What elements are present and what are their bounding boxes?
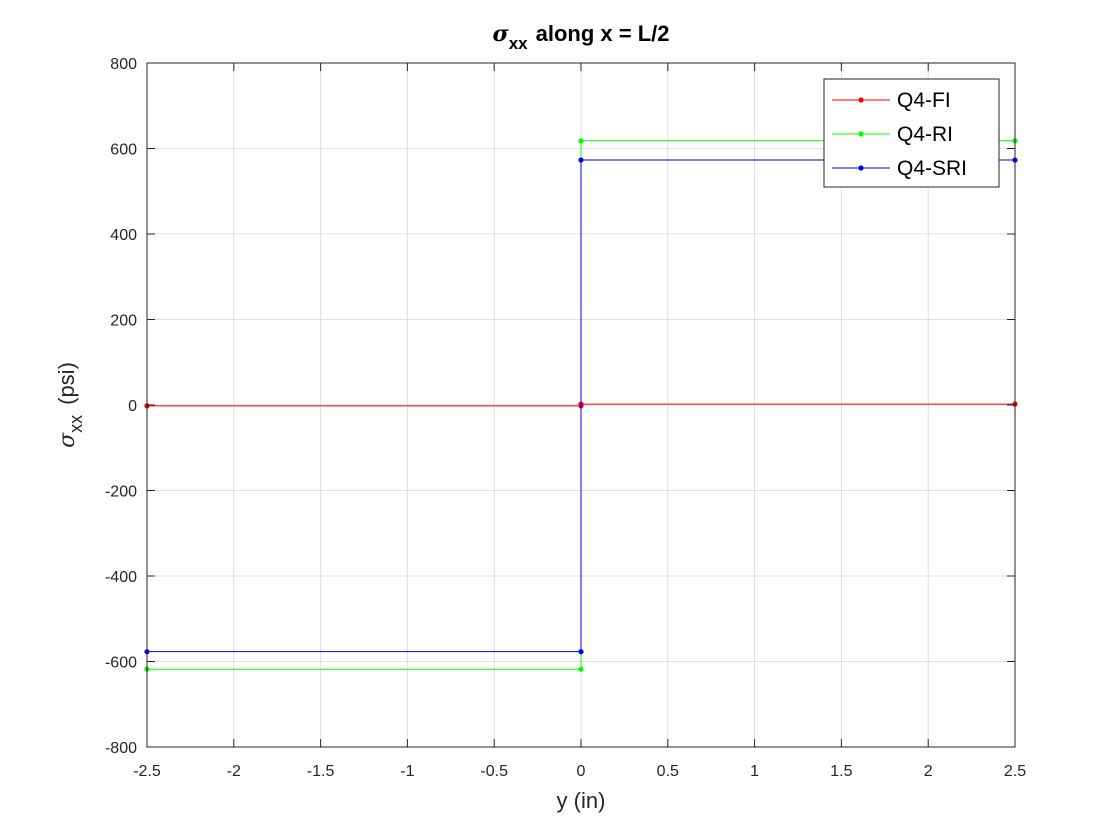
x-tick-label: -2.5 (133, 763, 161, 780)
x-tick-label: -2 (227, 763, 241, 780)
x-tick-label: 0.5 (657, 763, 679, 780)
x-tick-label: 2.5 (1004, 763, 1026, 780)
legend: Q4-FI Q4-RI Q4-SRI (823, 78, 1000, 188)
x-tick-label: 1.5 (830, 763, 852, 780)
x-tick-label: -0.5 (480, 763, 508, 780)
legend-label-q4-ri: Q4-RI (897, 123, 953, 146)
x-axis-label: y (in) (557, 788, 606, 813)
ylabel-symbol: σ (55, 432, 80, 448)
x-tick-label: 1 (750, 763, 759, 780)
data-point-q4-sri (578, 649, 584, 655)
title-symbol: σ (492, 21, 509, 47)
y-tick-label: 0 (128, 398, 137, 415)
x-tick-label: -1.5 (307, 763, 335, 780)
x-tick-label: 2 (924, 763, 933, 780)
x-tick-label: 0 (577, 763, 586, 780)
legend-label-q4-fi: Q4-FI (897, 89, 951, 112)
legend-marker-q4-sri (858, 165, 864, 171)
series-line-q4-sri (147, 159, 1015, 653)
legend-label-q4-sri: Q4-SRI (897, 157, 967, 180)
y-tick-label: 200 (110, 313, 137, 330)
y-axis-label: σxx (psi) (54, 362, 86, 448)
title-rest: along x = L/2 (536, 21, 670, 46)
legend-marker-q4-fi (858, 97, 864, 103)
series-layer (144, 138, 1018, 672)
y-tick-label: -400 (105, 569, 137, 586)
data-point-q4-sri (578, 157, 584, 163)
y-tick-label: 400 (110, 227, 137, 244)
y-axis-ticks: -800 -600 -400 -200 0 200 400 600 800 (105, 56, 1015, 757)
x-tick-label: -1 (400, 763, 414, 780)
ylabel-subscript: xx (66, 415, 86, 433)
y-tick-label: -600 (105, 655, 137, 672)
data-point-q4-ri (578, 666, 584, 672)
legend-marker-q4-ri (858, 131, 864, 137)
y-tick-label: -200 (105, 484, 137, 501)
chart-title: σxx along x = L/2 (492, 21, 669, 53)
y-tick-label: -800 (105, 740, 137, 757)
data-point-q4-ri (578, 138, 584, 144)
legend-box (823, 78, 1000, 188)
ylabel-rest: (psi) (54, 362, 79, 405)
y-tick-label: 800 (110, 56, 137, 73)
x-axis-ticks: -2.5 -2 -1.5 -1 -0.5 0 0.5 1 1.5 2 2.5 (133, 63, 1026, 780)
title-subscript: xx (509, 34, 528, 53)
y-tick-label: 600 (110, 142, 137, 159)
